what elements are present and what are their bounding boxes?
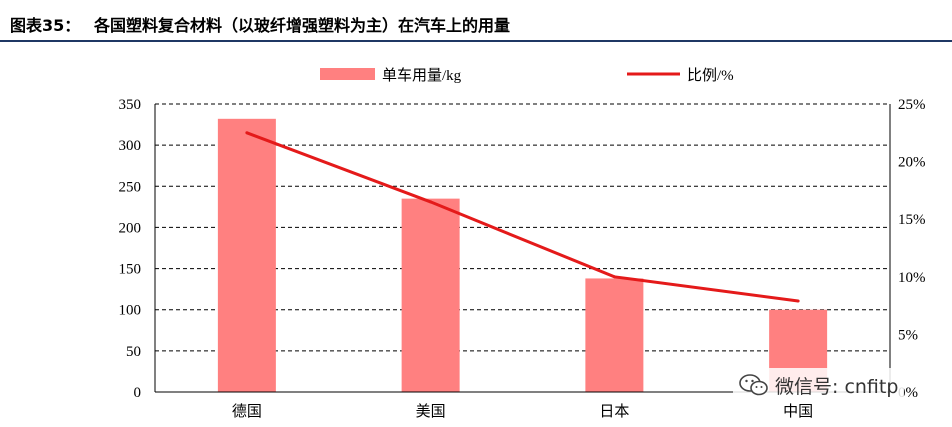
wechat-icon bbox=[739, 374, 768, 396]
x-tick-label: 日本 bbox=[599, 402, 629, 420]
y-right-tick-label: 15% bbox=[898, 212, 926, 228]
legend-label-bar: 单车用量/kg bbox=[382, 67, 462, 84]
y-left-tick-label: 150 bbox=[119, 262, 142, 278]
x-tick-label: 德国 bbox=[232, 402, 262, 420]
wechat-watermark: 微信号: cnfitp bbox=[733, 368, 905, 402]
figure-label: 图表35： bbox=[10, 16, 81, 35]
x-tick-label: 美国 bbox=[416, 402, 446, 420]
y-left-tick-label: 100 bbox=[119, 303, 142, 319]
line-point bbox=[796, 299, 800, 303]
bar bbox=[401, 198, 460, 392]
figure-header: 图表35： 各国塑料复合材料（以玻纤增强塑料为主）在汽车上的用量 bbox=[0, 0, 952, 42]
y-left-tick-label: 300 bbox=[119, 138, 142, 154]
y-left-tick-label: 200 bbox=[119, 220, 142, 236]
y-left-tick-label: 250 bbox=[119, 179, 142, 195]
line-point bbox=[612, 275, 616, 279]
y-left-tick-label: 50 bbox=[126, 344, 141, 360]
watermark-text: 微信号: cnfitp bbox=[775, 375, 899, 398]
series-line-ratio bbox=[246, 131, 799, 303]
y-right-tick-label: 25% bbox=[898, 97, 926, 113]
y-left-tick-label: 350 bbox=[119, 97, 142, 113]
line-point bbox=[429, 200, 433, 204]
figure-title: 各国塑料复合材料（以玻纤增强塑料为主）在汽车上的用量 bbox=[94, 16, 511, 35]
legend-swatch-bar bbox=[320, 68, 375, 80]
y-right-tick-label: 10% bbox=[898, 270, 926, 286]
bar bbox=[217, 118, 276, 392]
x-tick-label: 中国 bbox=[783, 402, 813, 420]
y-right-tick-label: 20% bbox=[898, 155, 926, 171]
y-right-tick-label: 5% bbox=[898, 327, 918, 343]
y-left-tick-label: 0 bbox=[134, 385, 142, 401]
bar bbox=[585, 278, 644, 392]
line-point bbox=[245, 131, 249, 135]
legend-label-line: 比例/% bbox=[687, 67, 734, 84]
